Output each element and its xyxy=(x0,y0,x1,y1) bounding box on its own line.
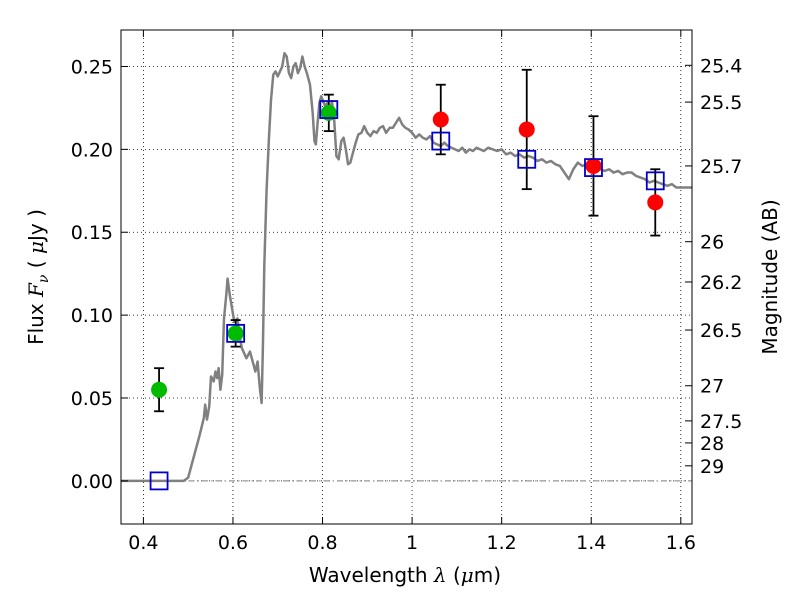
y-tick-label: 0.20 xyxy=(71,139,113,161)
right-tick-label: 27 xyxy=(700,376,724,398)
x-tick-label: 1.2 xyxy=(487,532,517,554)
right-tick-label: 27.5 xyxy=(700,411,742,433)
right-tick-label: 29 xyxy=(700,456,724,478)
right-tick-label: 26 xyxy=(700,232,724,254)
y-tick-label: 0.00 xyxy=(71,471,113,493)
observed-point-green xyxy=(320,104,337,121)
x-tick-label: 0.4 xyxy=(128,532,158,554)
model-photometry-square xyxy=(431,131,451,151)
right-tick-label: 26.5 xyxy=(700,320,742,342)
observed-point-green xyxy=(227,325,244,342)
right-tick-label: 25.5 xyxy=(700,92,742,114)
x-tick-label: 1.4 xyxy=(576,532,606,554)
y-axis-title-left: Flux Fν ( μJy ) xyxy=(24,209,52,345)
plot-area xyxy=(121,30,692,524)
observed-point-red xyxy=(518,121,535,138)
observed-point-red xyxy=(585,157,602,174)
x-tick-label: 0.6 xyxy=(218,532,248,554)
model-photometry-square xyxy=(149,471,169,491)
x-axis-title: Wavelength λ (μm) xyxy=(309,563,501,587)
model-photometry-square xyxy=(645,171,665,191)
x-tick-label: 0.8 xyxy=(307,532,337,554)
right-tick-label: 26.2 xyxy=(700,272,742,294)
model-photometry-square xyxy=(517,149,537,169)
observed-point-red xyxy=(432,111,449,128)
plot-frame xyxy=(120,29,693,525)
right-tick-label: 25.4 xyxy=(700,55,742,77)
y-tick-label: 0.15 xyxy=(71,222,113,244)
x-tick-label: 1.6 xyxy=(666,532,696,554)
model-photometry-square xyxy=(226,323,246,343)
model-spectrum-line xyxy=(121,51,692,483)
y-tick-label: 0.25 xyxy=(71,56,113,78)
right-tick-label: 28 xyxy=(700,433,724,455)
tick-labels: 0.4 0.6 0.8 1 1.2 1.4 1.6 0.00 0.05 0.10 0.15 0.20 0… xyxy=(71,55,743,554)
y-tick-label: 0.05 xyxy=(71,388,113,410)
data-markers xyxy=(149,100,665,491)
y-axis-title-right: Magnitude (AB) xyxy=(758,199,782,354)
right-tick-label: 25.7 xyxy=(700,156,742,178)
observed-point-red xyxy=(647,194,664,211)
observed-point-green xyxy=(151,381,168,398)
x-tick-label: 1 xyxy=(406,532,418,554)
model-spectrum-layer xyxy=(121,51,692,483)
axis-ticks xyxy=(121,30,692,524)
y-tick-label: 0.10 xyxy=(71,305,113,327)
model-photometry-square xyxy=(584,158,603,177)
model-photometry-square xyxy=(319,100,339,119)
